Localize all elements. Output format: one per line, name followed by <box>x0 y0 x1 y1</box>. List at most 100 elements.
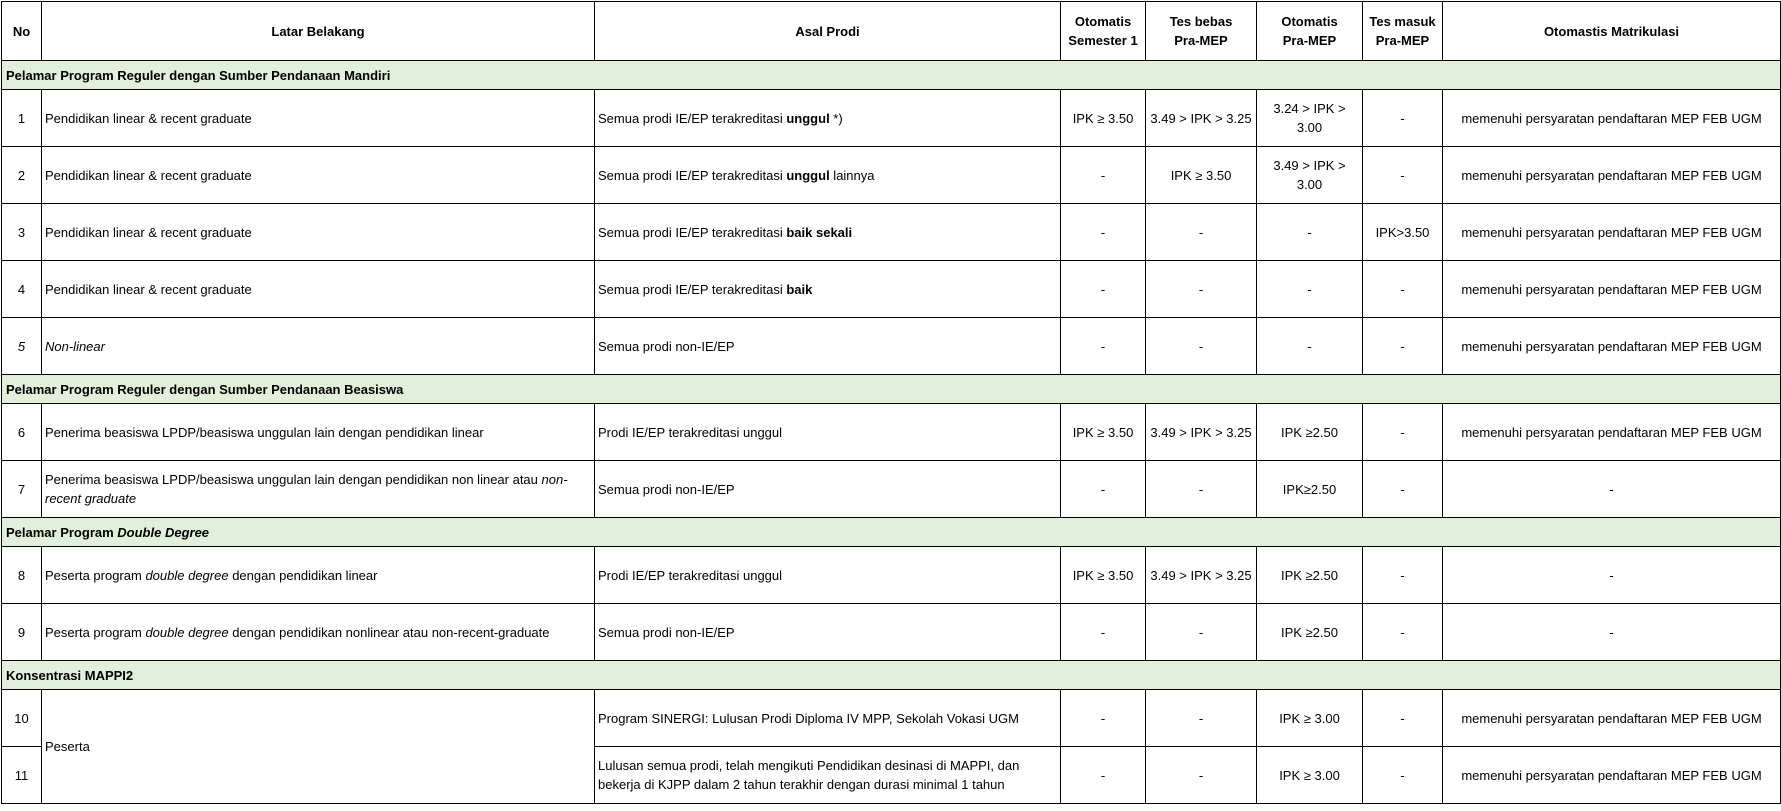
free-test-cell: - <box>1145 689 1257 747</box>
column-header: Tes bebas Pra-MEP <box>1145 1 1257 61</box>
auto-pre-mep-cell: 3.49 > IPK > 3.00 <box>1256 146 1363 204</box>
column-header: No <box>1 1 42 61</box>
text-run: Semua prodi IE/EP terakreditasi <box>598 224 787 240</box>
origin-cell: Semua prodi IE/EP terakreditasi baik <box>594 260 1061 318</box>
text-run: Semua prodi IE/EP terakreditasi <box>598 110 787 126</box>
column-header: Asal Prodi <box>594 1 1061 61</box>
text-run: Peserta program <box>45 624 146 640</box>
text-run: Pelamar Program Reguler dengan Sumber Pe… <box>6 67 391 83</box>
matriculation-cell: memenuhi persyaratan pendaftaran MEP FEB… <box>1442 146 1781 204</box>
origin-cell: Semua prodi non-IE/EP <box>594 603 1061 661</box>
text-run: *) <box>829 110 843 126</box>
auto-pre-mep-cell: - <box>1256 260 1363 318</box>
text-run: baik <box>786 281 813 297</box>
free-test-cell: 3.49 > IPK > 3.25 <box>1145 546 1257 604</box>
data-row: 2 Pendidikan linear & recent graduate Semu… <box>1 146 1781 204</box>
origin-cell: Semua prodi non-IE/EP <box>594 317 1061 375</box>
entrance-test-cell: - <box>1362 603 1443 661</box>
origin-cell: Program SINERGI: Lulusan Prodi Diploma I… <box>594 689 1061 747</box>
row-number: 1 <box>1 89 42 147</box>
origin-cell: Prodi IE/EP terakreditasi unggul <box>594 403 1061 461</box>
free-test-cell: - <box>1145 746 1257 804</box>
matriculation-cell: memenuhi persyaratan pendaftaran MEP FEB… <box>1442 260 1781 318</box>
data-row: 10 Peserta Program SINERGI: Lulusan Prodi … <box>1 689 1781 804</box>
text-run: Non-linear <box>45 338 105 354</box>
entrance-test-cell: - <box>1362 146 1443 204</box>
row-number: 2 <box>1 146 42 204</box>
auto-pre-mep-cell: IPK ≥2.50 <box>1256 546 1363 604</box>
background-cell: Peserta program double degree dengan pen… <box>41 546 595 604</box>
entrance-test-cell: - <box>1362 317 1443 375</box>
row-number: 3 <box>1 203 42 261</box>
auto-pre-mep-cell: IPK ≥ 3.00 <box>1256 746 1363 804</box>
entrance-test-cell: - <box>1362 460 1443 518</box>
row-number: 6 <box>1 403 42 461</box>
free-test-cell: - <box>1145 260 1257 318</box>
entrance-test-cell: - <box>1362 746 1443 804</box>
column-header: Tes masuk Pra-MEP <box>1362 1 1443 61</box>
origin-cell: Semua prodi non-IE/EP <box>594 460 1061 518</box>
auto-pre-mep-cell: IPK ≥ 3.00 <box>1256 689 1363 747</box>
background-cell: Peserta <box>41 689 595 804</box>
text-run: non-recent graduate <box>45 472 568 506</box>
auto-semester-cell: - <box>1060 460 1146 518</box>
group-row: Pelamar Program Reguler dengan Sumber Pe… <box>1 60 1781 90</box>
text-run: Pelamar Program <box>6 524 118 540</box>
text-run: double degree <box>145 567 229 583</box>
free-test-cell: 3.49 > IPK > 3.25 <box>1145 89 1257 147</box>
data-row: 4 Pendidikan linear & recent graduate Semu… <box>1 260 1781 318</box>
matriculation-cell: - <box>1442 603 1781 661</box>
group-row: Konsentrasi MAPPI2 <box>1 660 1781 690</box>
auto-semester-cell: IPK ≥ 3.50 <box>1060 89 1146 147</box>
column-header: Otomastis Matrikulasi <box>1442 1 1781 61</box>
table-body: Pelamar Program Reguler dengan Sumber Pe… <box>1 60 1781 804</box>
origin-cell: Prodi IE/EP terakreditasi unggul <box>594 546 1061 604</box>
matriculation-cell: memenuhi persyaratan pendaftaran MEP FEB… <box>1442 746 1781 804</box>
background-cell: Pendidikan linear & recent graduate <box>41 146 595 204</box>
origin-cell: Lulusan semua prodi, telah mengikuti Pen… <box>594 746 1061 804</box>
auto-semester-cell: - <box>1060 317 1146 375</box>
row-number: 4 <box>1 260 42 318</box>
text-run: unggul <box>786 167 830 183</box>
column-header: Otomatis Pra-MEP <box>1256 1 1363 61</box>
matriculation-cell: memenuhi persyaratan pendaftaran MEP FEB… <box>1442 203 1781 261</box>
text-run: 5 <box>17 338 26 354</box>
text-run: unggul <box>786 110 830 126</box>
text-run: Semua prodi IE/EP terakreditasi <box>598 281 787 297</box>
auto-pre-mep-cell: IPK ≥2.50 <box>1256 403 1363 461</box>
data-row: 6 Penerima beasiswa LPDP/beasiswa unggula… <box>1 403 1781 461</box>
row-number: 5 <box>1 317 42 375</box>
text-run: Konsentrasi MAPPI2 <box>6 667 134 683</box>
group-row: Pelamar Program Double Degree <box>1 517 1781 547</box>
matriculation-cell: memenuhi persyaratan pendaftaran MEP FEB… <box>1442 689 1781 747</box>
auto-semester-cell: - <box>1060 689 1146 747</box>
text-run: lainnya <box>829 167 875 183</box>
row-number: 8 <box>1 546 42 604</box>
auto-semester-cell: - <box>1060 603 1146 661</box>
auto-semester-cell: - <box>1060 203 1146 261</box>
matriculation-cell: - <box>1442 460 1781 518</box>
background-cell: Penerima beasiswa LPDP/beasiswa unggulan… <box>41 460 595 518</box>
auto-semester-cell: - <box>1060 746 1146 804</box>
origin-cell: Semua prodi IE/EP terakreditasi unggul l… <box>594 146 1061 204</box>
background-cell: Penerima beasiswa LPDP/beasiswa unggulan… <box>41 403 595 461</box>
background-cell: Non-linear <box>41 317 595 375</box>
auto-semester-cell: IPK ≥ 3.50 <box>1060 403 1146 461</box>
auto-semester-cell: IPK ≥ 3.50 <box>1060 546 1146 604</box>
free-test-cell: IPK ≥ 3.50 <box>1145 146 1257 204</box>
text-run: dengan pendidikan nonlinear atau non-rec… <box>228 624 550 640</box>
background-cell: Pendidikan linear & recent graduate <box>41 89 595 147</box>
matriculation-cell: - <box>1442 546 1781 604</box>
text-run: dengan pendidikan linear <box>228 567 378 583</box>
group-row: Pelamar Program Reguler dengan Sumber Pe… <box>1 374 1781 404</box>
group-title: Pelamar Program Reguler dengan Sumber Pe… <box>1 374 1781 404</box>
row-number: 9 <box>1 603 42 661</box>
text-run: baik sekali <box>786 224 853 240</box>
group-title: Pelamar Program Double Degree <box>1 517 1781 547</box>
auto-semester-cell: - <box>1060 146 1146 204</box>
row-number: 11 <box>1 746 42 804</box>
data-row: 5 Non-linear Semua prodi non-IE/EP - - - - meme… <box>1 317 1781 375</box>
auto-pre-mep-cell: IPK≥2.50 <box>1256 460 1363 518</box>
